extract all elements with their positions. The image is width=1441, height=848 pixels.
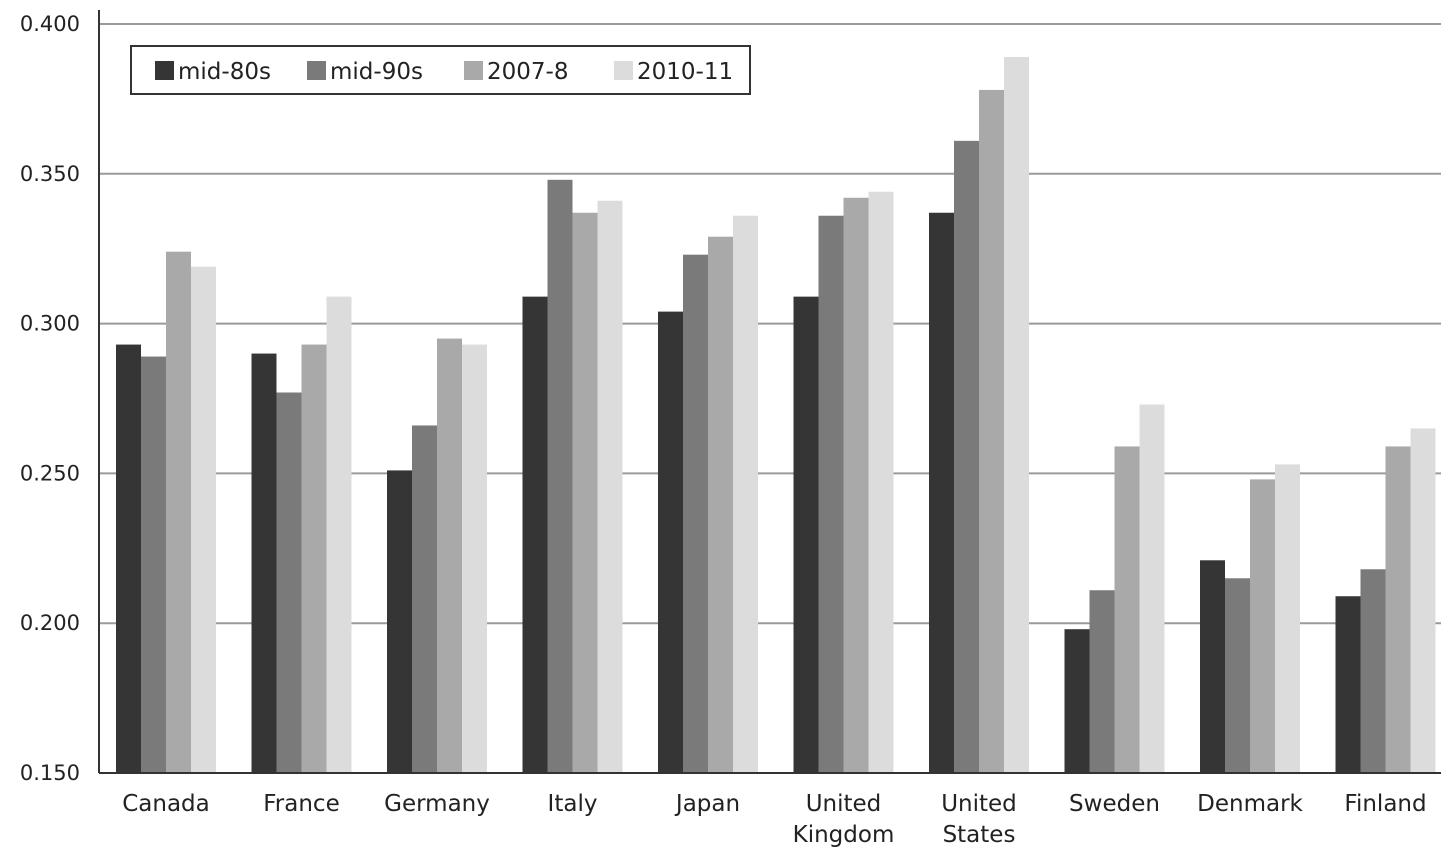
legend-label: mid-90s: [330, 59, 423, 85]
bar-2010-11-canada: [191, 266, 216, 773]
y-tick-label: 0.400: [20, 12, 80, 36]
x-category-label: States: [943, 822, 1016, 848]
axes: [98, 10, 1441, 774]
x-category-label: United: [806, 791, 882, 817]
bar-mid-80s-united-kingdom: [793, 296, 819, 773]
bar-2010-11-italy: [597, 200, 623, 774]
bar-mid-90s-united-kingdom: [818, 215, 844, 773]
bar-2010-11-sweden: [1139, 404, 1165, 773]
y-tick-label: 0.350: [20, 162, 80, 186]
x-category-label: Germany: [384, 791, 490, 817]
bar-2007-8-finland: [1385, 446, 1411, 773]
bar-mid-80s-finland: [1335, 596, 1361, 773]
bar-2010-11-united-states: [1004, 56, 1029, 774]
x-category-label: Italy: [548, 791, 598, 817]
bar-mid-80s-italy: [522, 296, 548, 773]
bar-mid-80s-sweden: [1064, 629, 1090, 773]
bar-2007-8-france: [301, 344, 327, 773]
bar-mid-90s-denmark: [1225, 578, 1250, 773]
x-category-label: France: [263, 791, 339, 817]
legend-label: 2007-8: [487, 59, 568, 85]
x-category-label: Finland: [1344, 791, 1426, 817]
x-category-label: Japan: [674, 791, 740, 817]
bar-mid-90s-united-states: [954, 140, 979, 773]
bar-2010-11-france: [326, 296, 352, 773]
bar-2010-11-united-kingdom: [868, 191, 894, 773]
bar-mid-90s-japan: [683, 254, 708, 773]
legend: mid-80s mid-90s 2007-8 2010-11: [130, 45, 751, 95]
x-category-label: Sweden: [1069, 791, 1160, 817]
bar-2010-11-germany: [462, 344, 487, 773]
bar-mid-80s-denmark: [1200, 560, 1225, 773]
bar-2007-8-united-kingdom: [843, 197, 869, 773]
bar-mid-90s-canada: [141, 356, 166, 773]
bar-mid-90s-finland: [1360, 569, 1386, 773]
bars: [116, 56, 1436, 774]
legend-swatch: [614, 61, 633, 80]
bar-mid-80s-france: [251, 353, 277, 773]
y-tick-label: 0.150: [20, 761, 80, 785]
bar-mid-80s-united-states: [929, 212, 954, 774]
y-tick-label: 0.300: [20, 312, 80, 336]
x-category-label: Canada: [122, 791, 210, 817]
legend-swatch: [155, 61, 174, 80]
bar-2007-8-germany: [437, 338, 462, 773]
legend-label: 2010-11: [637, 59, 733, 85]
y-tick-label: 0.200: [20, 611, 80, 635]
y-tick-labels: 0.150 0.200 0.250 0.300 0.350 0.400: [20, 12, 80, 785]
bar-2007-8-united-states: [979, 89, 1004, 774]
bar-2007-8-sweden: [1114, 446, 1140, 773]
bar-2007-8-japan: [708, 236, 733, 773]
bar-mid-80s-japan: [658, 311, 683, 773]
x-category-label: Denmark: [1197, 791, 1303, 817]
x-category-label: Kingdom: [793, 822, 895, 848]
legend-swatch: [464, 61, 483, 80]
bar-mid-80s-germany: [387, 470, 412, 773]
bar-2007-8-italy: [572, 212, 598, 774]
x-category-label: United: [941, 791, 1017, 817]
bar-2007-8-denmark: [1250, 479, 1275, 773]
bar-mid-90s-sweden: [1089, 590, 1115, 773]
bar-mid-90s-germany: [412, 425, 437, 773]
bar-mid-90s-france: [276, 392, 302, 773]
legend-label: mid-80s: [178, 59, 271, 85]
bar-2007-8-canada: [166, 251, 191, 774]
bar-2010-11-finland: [1410, 428, 1436, 773]
x-category-labels: Canada France Germany Italy Japan United Kingd…: [122, 791, 1426, 848]
legend-swatch: [307, 61, 326, 80]
bar-mid-90s-italy: [547, 179, 573, 774]
y-tick-label: 0.250: [20, 461, 80, 485]
bar-2010-11-japan: [733, 215, 758, 773]
bar-mid-80s-canada: [116, 344, 141, 773]
bar-2010-11-denmark: [1275, 464, 1300, 773]
legend-box: [130, 45, 751, 95]
